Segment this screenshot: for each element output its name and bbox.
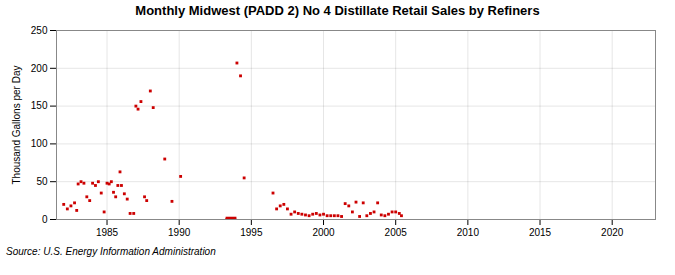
svg-text:0: 0 bbox=[42, 214, 48, 225]
svg-text:2000: 2000 bbox=[312, 227, 335, 238]
svg-text:50: 50 bbox=[36, 176, 48, 187]
svg-text:Thousand Gallons per Day: Thousand Gallons per Day bbox=[11, 66, 22, 185]
svg-text:100: 100 bbox=[31, 138, 48, 149]
svg-text:1990: 1990 bbox=[168, 227, 191, 238]
svg-text:200: 200 bbox=[31, 63, 48, 74]
html-text:Source: U.S. Energy Informatio: Source: U.S. Energy Information Administ… bbox=[6, 246, 216, 257]
svg-text:2010: 2010 bbox=[457, 227, 480, 238]
svg-text:150: 150 bbox=[31, 100, 48, 111]
svg-text:250: 250 bbox=[31, 25, 48, 36]
svg-text:1985: 1985 bbox=[96, 227, 119, 238]
svg-text:2020: 2020 bbox=[601, 227, 624, 238]
html-text:Monthly Midwest (PADD 2) No 4: Monthly Midwest (PADD 2) No 4 Distillate… bbox=[135, 3, 540, 18]
svg-text:2005: 2005 bbox=[385, 227, 408, 238]
svg-text:1995: 1995 bbox=[240, 227, 263, 238]
svg-text:2015: 2015 bbox=[529, 227, 552, 238]
